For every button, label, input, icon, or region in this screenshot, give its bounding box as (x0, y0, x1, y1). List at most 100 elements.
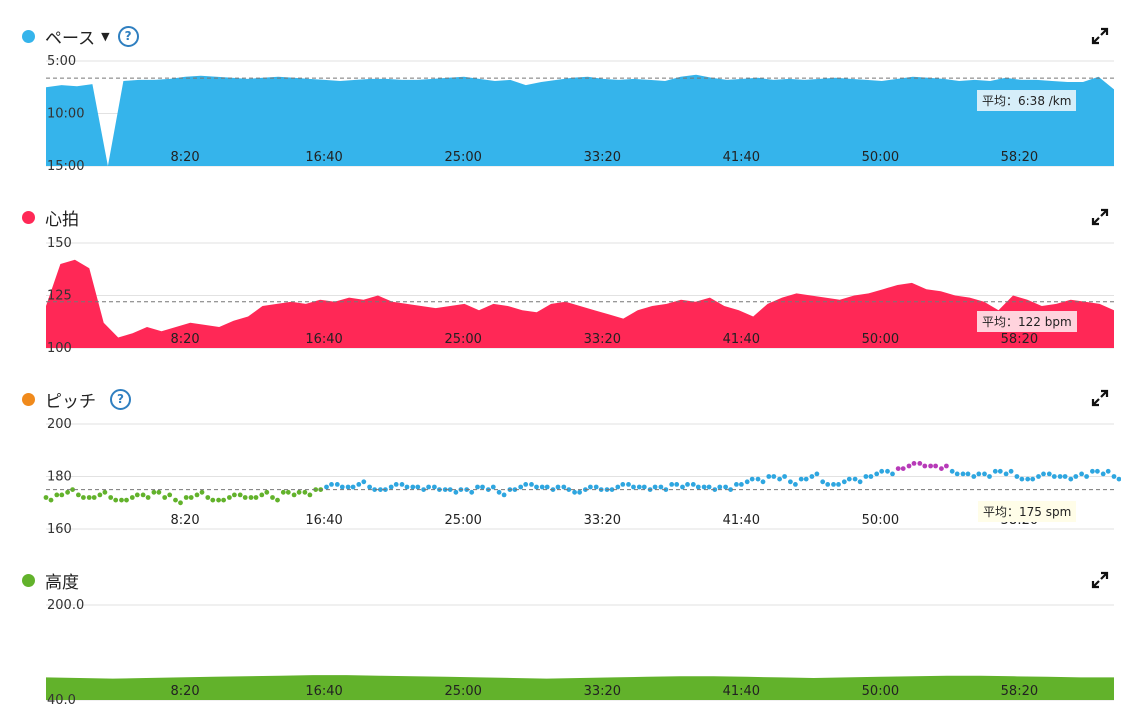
cadence-point (674, 482, 680, 487)
cadence-point (242, 495, 248, 500)
cadence-point (469, 489, 475, 495)
cadence-chart: 2001801608:2016:4025:0033:2041:4050:0058… (43, 417, 1121, 537)
y-tick-label: 40.0 (47, 693, 76, 708)
cadence-point (631, 484, 636, 490)
cadence-point (129, 495, 135, 500)
cadence-point (680, 484, 685, 490)
cadence-point (296, 489, 302, 495)
cadence-point (264, 489, 270, 495)
elevation-legend-dot (22, 573, 35, 587)
cadence-point (119, 497, 124, 503)
x-tick-label: 58:20 (1001, 332, 1038, 347)
cadence-point (1041, 471, 1046, 477)
expand-icon[interactable] (1091, 571, 1109, 589)
cadence-point (944, 463, 949, 469)
cadence-point (717, 484, 723, 490)
elev-area-series (46, 675, 1114, 700)
x-tick-label: 41:40 (723, 150, 760, 165)
heart-rate-average-label: 平均：122 bpm (977, 311, 1077, 332)
pace-title: ペース (45, 28, 96, 49)
cadence-point (1079, 471, 1084, 477)
cadence-point (65, 489, 70, 495)
cadence-point (852, 476, 858, 482)
cadence-point (987, 474, 992, 479)
cadence-point (809, 474, 815, 479)
cadence-point (885, 468, 890, 474)
cadence-point (954, 471, 960, 477)
cadence-point (496, 489, 502, 495)
cadence-point (329, 482, 334, 487)
cadence-point (480, 484, 485, 490)
cadence-point (544, 484, 550, 490)
cadence-point (523, 482, 529, 487)
y-tick-label: 10:00 (47, 107, 84, 122)
cadence-point (1036, 474, 1041, 479)
cadence-point (1046, 471, 1052, 477)
expand-icon[interactable] (1091, 208, 1109, 226)
cadence-point (1014, 474, 1020, 479)
cadence-point (248, 495, 254, 500)
cadence-point (199, 489, 205, 495)
x-tick-label: 50:00 (862, 150, 899, 165)
expand-icon[interactable] (1091, 389, 1109, 407)
cadence-point (102, 489, 108, 495)
x-tick-label: 8:20 (170, 150, 199, 165)
cadence-point (221, 497, 227, 503)
cadence-point (372, 487, 377, 492)
cadence-point (636, 484, 642, 490)
cadence-point (609, 487, 615, 492)
cadence-point (868, 474, 874, 479)
x-tick-label: 33:20 (584, 150, 621, 165)
cadence-point (270, 495, 275, 500)
cadence-point (162, 495, 168, 500)
x-tick-label: 25:00 (444, 684, 481, 699)
cadence-point (285, 489, 291, 495)
cadence-point (1003, 471, 1009, 477)
cadence-point (447, 487, 453, 492)
cadence-point (453, 489, 459, 495)
cadence-point (410, 484, 416, 490)
cadence-point (701, 484, 707, 490)
x-tick-label: 8:20 (170, 684, 199, 699)
cadence-point (361, 479, 367, 485)
pace-legend-dot (22, 29, 35, 43)
x-tick-label: 33:20 (584, 332, 621, 347)
x-tick-label: 58:20 (1001, 150, 1038, 165)
cadence-point (992, 468, 998, 474)
cadence-point (324, 484, 329, 490)
cadence-point (173, 497, 178, 503)
x-tick-label: 16:40 (305, 513, 342, 528)
x-tick-label: 25:00 (444, 513, 481, 528)
cadence-point (1105, 468, 1111, 474)
cadence-point (652, 484, 658, 490)
cadence-point (259, 492, 265, 498)
cadence-point (307, 492, 313, 498)
cadence-point (421, 487, 426, 492)
elevation-panel: 高度 200.0 40.0 8:20 16:40 25:00 33:20 41:40 50:0… (0, 544, 1121, 728)
cadence-point (124, 497, 129, 503)
cadence-point (43, 495, 49, 500)
cadence-point (140, 492, 146, 498)
cadence-point (415, 484, 421, 490)
cadence-point (825, 482, 831, 487)
cadence-point (475, 484, 480, 490)
cadence-point (70, 487, 75, 492)
cadence-point (814, 471, 820, 477)
cadence-point (971, 474, 977, 479)
y-tick-label: 5:00 (47, 54, 76, 69)
help-icon[interactable]: ? (110, 388, 131, 410)
cadence-point (836, 482, 841, 487)
expand-icon[interactable] (1091, 27, 1109, 45)
chevron-down-icon[interactable]: ▼ (101, 29, 110, 43)
cadence-point (210, 497, 216, 503)
cadence-point (345, 484, 351, 490)
cadence-point (793, 482, 798, 487)
cadence-point (949, 468, 955, 474)
cadence-point (178, 500, 183, 506)
heart-rate-chart: 150 125 100 8:20 16:40 25:00 33:20 41:40 50:00 58… (46, 236, 1114, 356)
cadence-point (755, 476, 761, 482)
cadence-point (156, 489, 162, 495)
help-icon[interactable]: ? (117, 25, 139, 47)
cadence-point (658, 484, 664, 490)
cadence-point (237, 492, 243, 498)
